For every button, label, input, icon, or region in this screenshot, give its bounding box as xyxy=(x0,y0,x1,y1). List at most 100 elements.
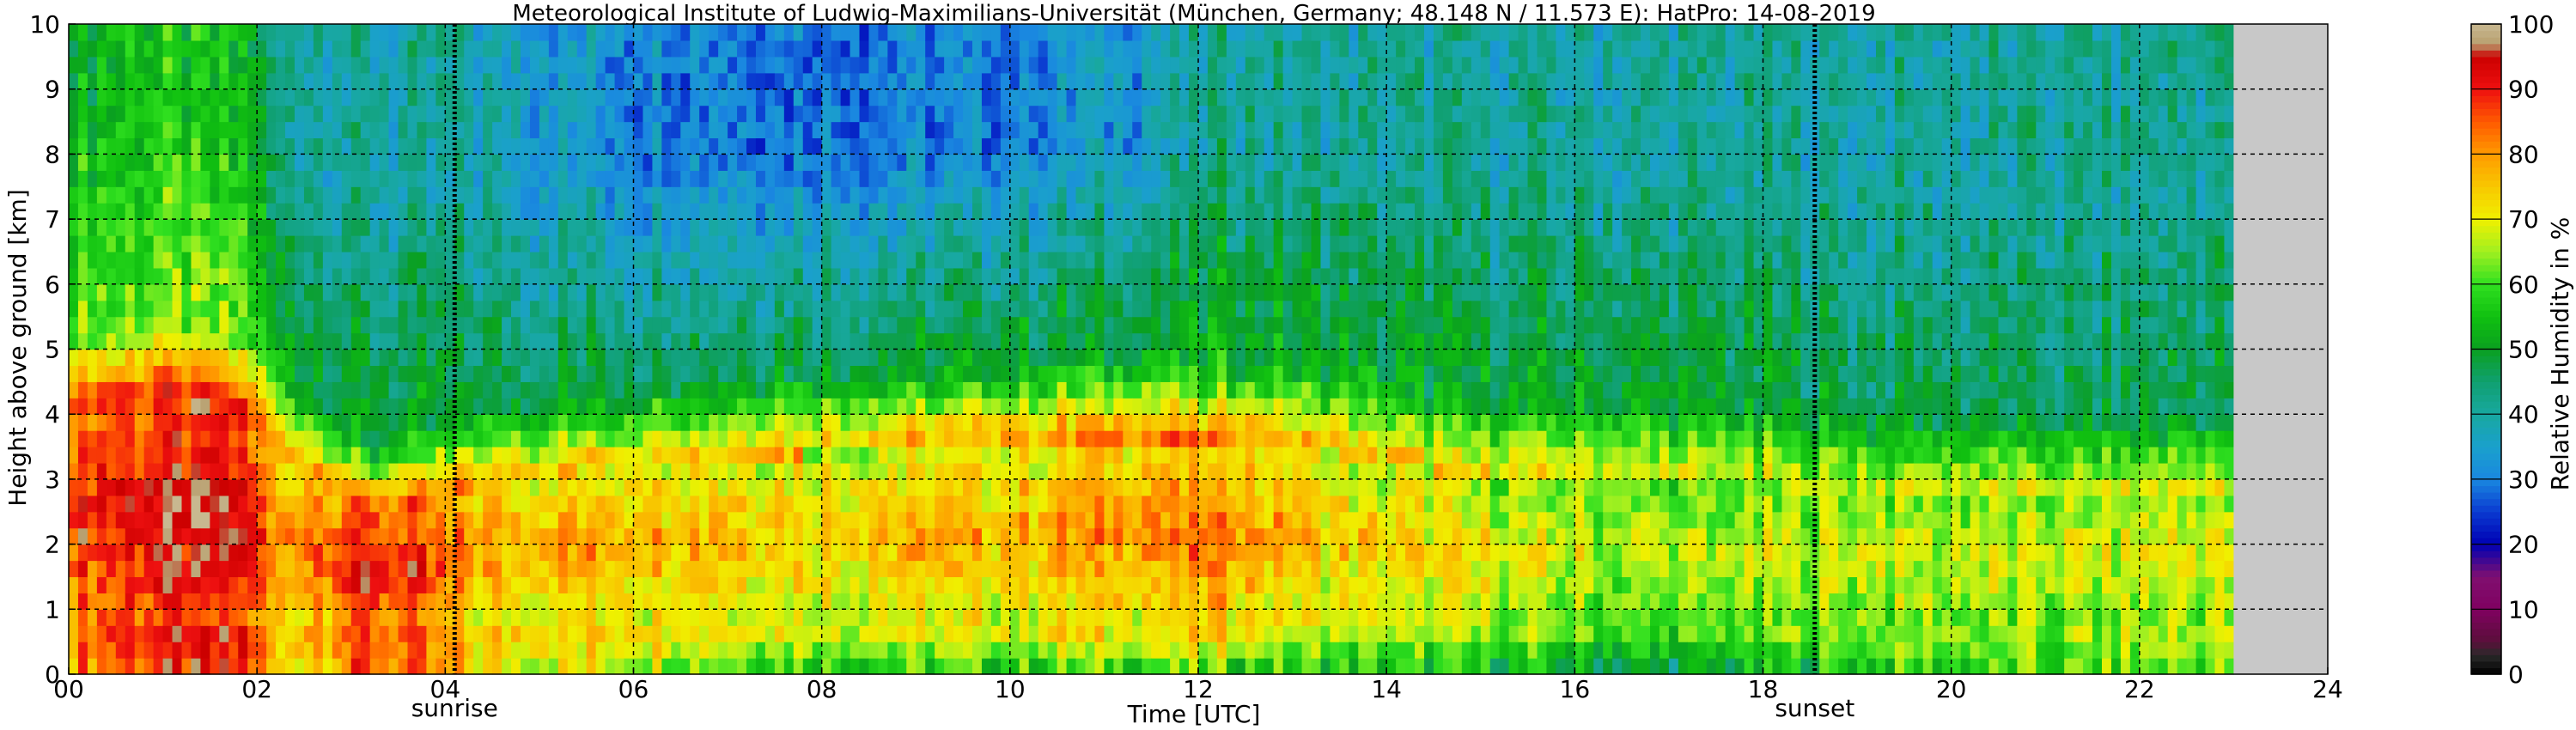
heatmap-cell xyxy=(398,544,409,562)
heatmap-cell xyxy=(1142,72,1152,90)
heatmap-cell xyxy=(981,398,992,415)
heatmap-cell xyxy=(1235,203,1246,220)
heatmap-cell xyxy=(595,642,606,659)
heatmap-cell xyxy=(1066,40,1077,58)
heatmap-cell xyxy=(576,430,588,447)
heatmap-cell xyxy=(200,544,210,562)
heatmap-cell xyxy=(502,235,512,252)
heatmap-cell xyxy=(1142,40,1152,58)
heatmap-cell xyxy=(548,300,559,318)
heatmap-cell xyxy=(1057,267,1068,285)
heatmap-cell xyxy=(96,414,107,431)
heatmap-cell xyxy=(1094,170,1105,187)
heatmap-cell xyxy=(1189,560,1199,578)
heatmap-cell xyxy=(134,365,145,382)
heatmap-cell xyxy=(379,300,390,318)
heatmap-cell xyxy=(557,560,569,578)
heatmap-cell xyxy=(276,478,286,496)
heatmap-cell xyxy=(266,56,277,74)
heatmap-cell xyxy=(417,658,428,675)
heatmap-cell xyxy=(172,349,183,367)
heatmap-cell xyxy=(322,170,333,187)
heatmap-cell xyxy=(840,462,851,480)
heatmap-cell xyxy=(445,121,455,139)
heatmap-cell xyxy=(360,203,371,220)
heatmap-cell xyxy=(953,137,964,155)
heatmap-cell xyxy=(266,186,277,204)
heatmap-cell xyxy=(303,332,314,350)
heatmap-cell xyxy=(1151,56,1161,74)
heatmap-cell xyxy=(191,381,202,398)
heatmap-cell xyxy=(605,478,616,496)
heatmap-cell xyxy=(303,105,314,123)
heatmap-cell xyxy=(77,56,88,74)
heatmap-cell xyxy=(963,365,973,382)
heatmap-cell xyxy=(521,56,531,74)
heatmap-cell xyxy=(379,381,390,398)
heatmap-cell xyxy=(916,462,926,480)
heatmap-cell xyxy=(1009,625,1020,642)
heatmap-cell xyxy=(633,365,644,382)
heatmap-cell xyxy=(1047,511,1058,529)
heatmap-cell xyxy=(652,430,662,447)
heatmap-cell xyxy=(916,414,926,431)
heatmap-cell xyxy=(718,447,728,464)
heatmap-cell xyxy=(802,381,813,398)
heatmap-cell xyxy=(276,349,286,367)
heatmap-cell xyxy=(502,137,512,155)
heatmap-cell xyxy=(398,235,409,252)
heatmap-cell xyxy=(548,478,559,496)
heatmap-cell xyxy=(191,219,202,236)
heatmap-cell xyxy=(1085,186,1096,204)
heatmap-cell xyxy=(77,365,88,382)
heatmap-cell xyxy=(633,72,644,90)
heatmap-cell xyxy=(699,105,709,123)
heatmap-cell xyxy=(774,267,785,285)
heatmap-cell xyxy=(77,332,88,350)
heatmap-cell xyxy=(1207,154,1218,171)
heatmap-cell xyxy=(718,642,728,659)
heatmap-cell xyxy=(369,88,381,106)
heatmap-cell xyxy=(247,447,258,464)
heatmap-cell xyxy=(332,137,343,155)
heatmap-cell xyxy=(1160,511,1171,529)
heatmap-cell xyxy=(1094,511,1105,529)
heatmap-cell xyxy=(1123,88,1133,106)
heatmap-cell xyxy=(1075,251,1087,269)
heatmap-cell xyxy=(878,593,888,610)
heatmap-cell xyxy=(295,398,305,415)
heatmap-cell xyxy=(426,137,436,155)
heatmap-cell xyxy=(1170,40,1180,58)
heatmap-cell xyxy=(935,658,945,675)
heatmap-cell xyxy=(737,447,747,464)
heatmap-cell xyxy=(840,154,851,171)
heatmap-cell xyxy=(680,398,691,415)
heatmap-cell xyxy=(699,24,709,41)
heatmap-cell xyxy=(473,398,484,415)
heatmap-cell xyxy=(492,560,502,578)
heatmap-cell xyxy=(567,625,578,642)
heatmap-cell xyxy=(125,511,136,529)
heatmap-cell xyxy=(511,495,521,513)
heatmap-cell xyxy=(925,267,935,285)
heatmap-cell xyxy=(1019,447,1030,464)
heatmap-cell xyxy=(162,609,174,626)
heatmap-cell xyxy=(257,40,267,58)
heatmap-cell xyxy=(1198,137,1209,155)
heatmap-cell xyxy=(1123,560,1133,578)
heatmap-cell xyxy=(162,642,174,659)
heatmap-cell xyxy=(162,72,174,90)
heatmap-cell xyxy=(831,56,842,74)
heatmap-cell xyxy=(963,511,973,529)
heatmap-cell xyxy=(143,121,155,139)
heatmap-cell xyxy=(332,267,343,285)
heatmap-cell xyxy=(1085,658,1096,675)
heatmap-cell xyxy=(1151,154,1161,171)
heatmap-cell xyxy=(313,593,324,610)
heatmap-cell xyxy=(1009,24,1020,41)
heatmap-cell xyxy=(228,576,239,593)
heatmap-cell xyxy=(492,40,502,58)
heatmap-cell xyxy=(1047,56,1058,74)
heatmap-cell xyxy=(972,40,983,58)
heatmap-cell xyxy=(755,40,766,58)
